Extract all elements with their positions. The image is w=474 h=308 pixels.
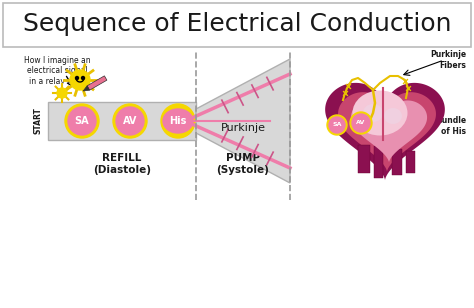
Ellipse shape bbox=[384, 108, 402, 124]
Circle shape bbox=[329, 117, 345, 133]
Text: SA: SA bbox=[75, 116, 89, 126]
Circle shape bbox=[57, 88, 67, 98]
Bar bbox=[358, 145, 370, 173]
Text: His: His bbox=[169, 116, 187, 126]
Text: AV: AV bbox=[123, 116, 137, 126]
Polygon shape bbox=[325, 83, 445, 180]
Ellipse shape bbox=[163, 109, 193, 133]
Circle shape bbox=[161, 104, 195, 138]
Text: REFILL
(Diastole): REFILL (Diastole) bbox=[93, 153, 151, 175]
Text: How I imagine an
electrical signal
in a relay race: How I imagine an electrical signal in a … bbox=[24, 56, 91, 86]
Point bbox=[401, 79, 409, 83]
Text: PUMP
(Systole): PUMP (Systole) bbox=[217, 153, 269, 175]
Circle shape bbox=[82, 76, 84, 79]
Ellipse shape bbox=[353, 91, 408, 136]
Text: Purkinje
Fibers: Purkinje Fibers bbox=[430, 50, 466, 70]
Ellipse shape bbox=[363, 104, 383, 122]
Bar bbox=[392, 149, 402, 175]
Circle shape bbox=[116, 107, 144, 135]
Text: Sequence of Electrical Conduction: Sequence of Electrical Conduction bbox=[23, 12, 451, 36]
Bar bbox=[48, 102, 196, 140]
Circle shape bbox=[75, 76, 79, 79]
FancyBboxPatch shape bbox=[3, 3, 471, 47]
Polygon shape bbox=[87, 76, 107, 90]
Bar bbox=[406, 151, 415, 173]
Polygon shape bbox=[351, 100, 427, 162]
Circle shape bbox=[70, 70, 90, 90]
Text: Bundle
of His: Bundle of His bbox=[436, 116, 466, 136]
Bar bbox=[374, 146, 383, 178]
Text: Purkinje: Purkinje bbox=[220, 123, 265, 133]
Circle shape bbox=[65, 104, 99, 138]
Circle shape bbox=[350, 112, 372, 134]
Point bbox=[404, 86, 412, 91]
Polygon shape bbox=[83, 86, 90, 91]
Circle shape bbox=[352, 114, 370, 132]
Circle shape bbox=[327, 115, 347, 135]
Polygon shape bbox=[196, 59, 290, 183]
Text: SA: SA bbox=[332, 123, 342, 128]
Circle shape bbox=[68, 107, 96, 135]
Point bbox=[341, 91, 349, 95]
Text: AV: AV bbox=[356, 120, 365, 125]
Polygon shape bbox=[338, 92, 436, 172]
Point bbox=[344, 83, 352, 88]
Circle shape bbox=[113, 104, 147, 138]
Text: START: START bbox=[34, 107, 43, 134]
